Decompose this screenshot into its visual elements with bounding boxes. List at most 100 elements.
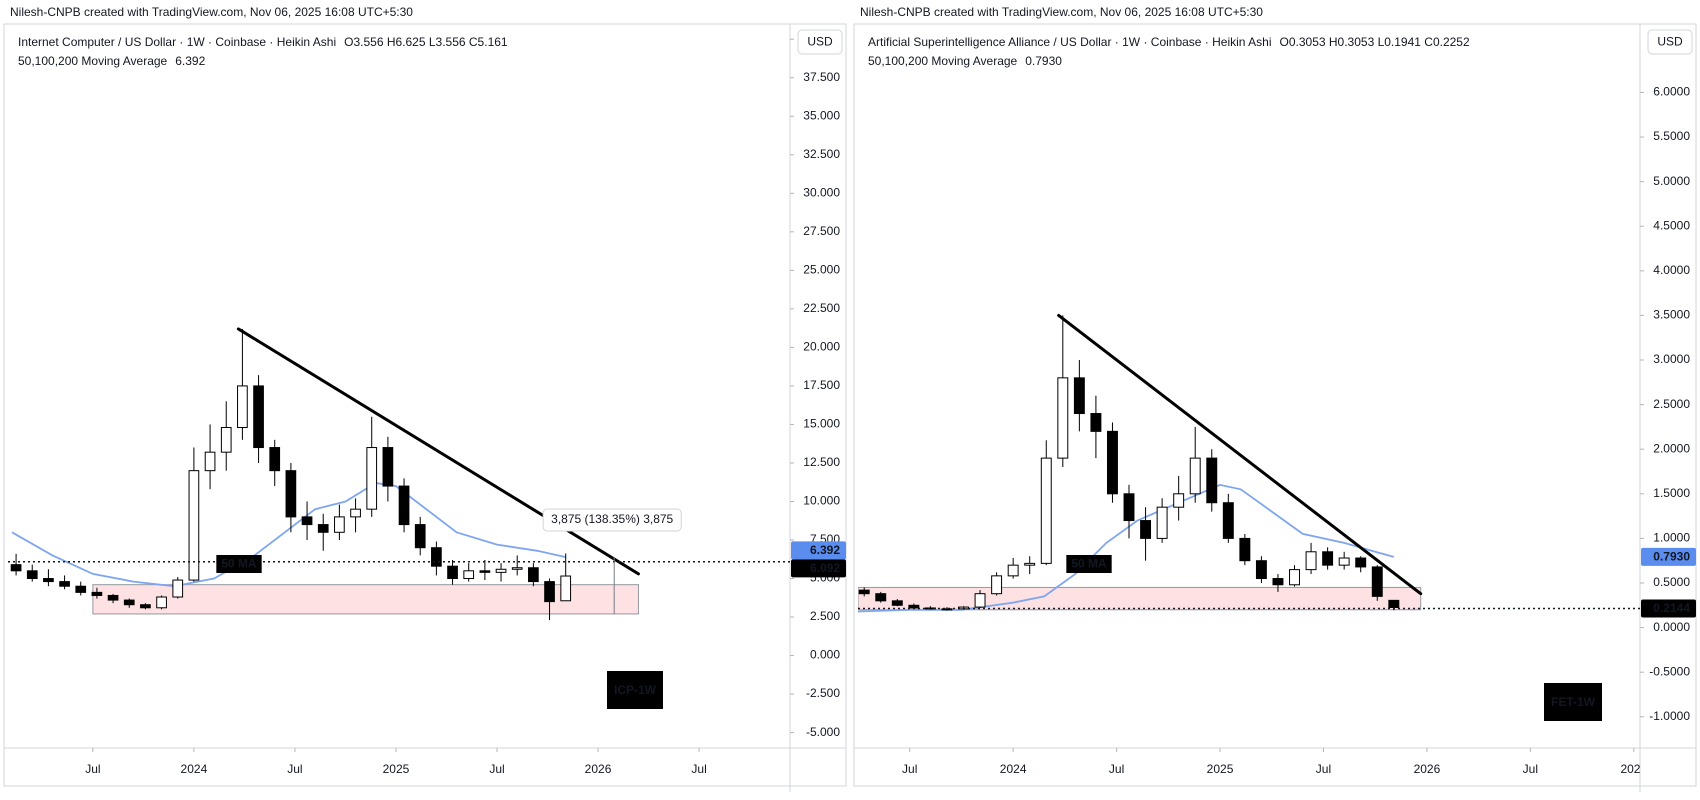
candle-body [544,581,555,603]
ma-value: 0.7930 [1025,54,1062,68]
watermark-box [607,671,663,709]
y-tick-label: 2.5000 [1653,397,1690,411]
candle-body [156,596,167,609]
y-tick-label: 0.5000 [1653,575,1690,589]
plot-area: 50 MA FET-1W [858,313,1640,721]
ma-badge [1641,547,1696,566]
y-tick-label: 22.500 [803,301,840,315]
candle-body [1322,551,1334,566]
candle-body [1289,569,1300,586]
candle-body [140,604,151,609]
ma-badge [791,541,846,560]
candle-body [560,575,572,602]
y-tick-label: 0.000 [810,648,840,662]
candle-body [220,427,232,453]
candle-body [1255,560,1267,580]
y-tick-label: 17.500 [803,378,840,392]
y-tick-label: 35.000 [803,108,840,122]
x-tick-label: Jul [287,762,302,776]
x-tick-label: 2026 [1414,762,1441,776]
candle-body [188,470,200,581]
ma-label-box [216,555,262,573]
candle-body [891,600,903,606]
y-tick-label: 4.5000 [1653,218,1690,232]
y-tick-label: 12.500 [803,455,840,469]
candle-body [1239,537,1251,562]
time-axis: Jul 2024 Jul 2025 Jul 2026 Jul 2027 [902,748,1647,776]
y-tick-label: 4.0000 [1653,263,1690,277]
x-tick-label: 2025 [1207,762,1234,776]
x-tick-label: Jul [1109,762,1124,776]
x-tick-label: Jul [1316,762,1331,776]
candle-body [1305,551,1317,571]
candle-body [237,385,248,429]
moving-average-line [858,483,1395,613]
candle-body [59,581,70,587]
candle-body [991,575,1003,595]
candle-body [479,570,491,573]
x-tick-label: 2024 [181,762,208,776]
candle-body [908,604,920,609]
candle-body [107,594,119,601]
plot-area: 3,875 (138.35%) 3,875 50 MA ICP-1W [8,327,790,709]
candle-body [10,564,22,572]
candle-body [858,589,870,595]
trend-line [236,327,640,576]
candle-body [1007,564,1019,577]
y-tick-label: 5.0000 [1653,174,1690,188]
chart-title: Artificial Superintelligence Alliance / … [868,35,1272,49]
candle-body [1222,502,1234,539]
price-badge [791,559,846,578]
candle-body [75,585,87,593]
ohlc-values: O0.3053 H0.3053 L0.1941 C0.2252 [1280,35,1470,49]
measure-label: 3,875 (138.35%) 3,875 [551,512,673,526]
y-tick-label: 0.0000 [1653,620,1690,634]
candle-body [1106,430,1118,495]
trend-line [1057,313,1423,596]
x-tick-label: 2024 [1000,762,1027,776]
candle-body [398,485,410,526]
moving-average-line [11,482,566,588]
credit: Nilesh-CNPB created with TradingView.com… [10,5,413,19]
candle-body [924,607,936,610]
y-tick-label: 27.500 [803,224,840,238]
candle-body [1040,457,1052,564]
candle-body [528,567,539,583]
currency: USD [807,35,833,49]
candle-body [91,591,103,596]
x-tick-label: 2027 [1620,762,1647,776]
x-tick-label: Jul [902,762,917,776]
ohlc-values: O3.556 H6.625 L3.556 C5.161 [344,35,508,49]
x-tick-label: Jul [1523,762,1538,776]
candle-body [941,608,953,611]
candle-body [1272,578,1284,586]
y-tick-label: -5.000 [806,725,840,739]
ma-badge-label: 0.7930 [1653,550,1690,564]
candle-body [463,570,475,580]
candle-body [1173,493,1185,508]
y-tick-label: 25.000 [803,263,840,277]
candle-body [26,570,38,580]
y-tick-label: 1.0000 [1653,531,1690,545]
support-zone [858,586,1422,611]
y-tick-label: 3.0000 [1653,352,1690,366]
x-tick-label: Jul [691,762,706,776]
candle-body [366,447,378,510]
candle-body [1338,557,1350,566]
ma-label: 50 MA [1071,557,1107,571]
y-tick-label: -1.0000 [1649,709,1690,723]
candle-body [495,568,507,573]
x-tick-label: Jul [489,762,504,776]
y-tick-label: 3.5000 [1653,308,1690,322]
y-tick-label: 20.000 [803,340,840,354]
price-badge-label: 0.2144 [1653,601,1690,615]
candle-body [285,470,297,518]
candle-body [1388,599,1400,609]
candle-body [1206,457,1218,504]
price-badge-label: 6.092 [810,561,840,575]
candle-body [1057,377,1069,459]
candle-body [1073,377,1085,415]
candle-body [974,593,986,608]
